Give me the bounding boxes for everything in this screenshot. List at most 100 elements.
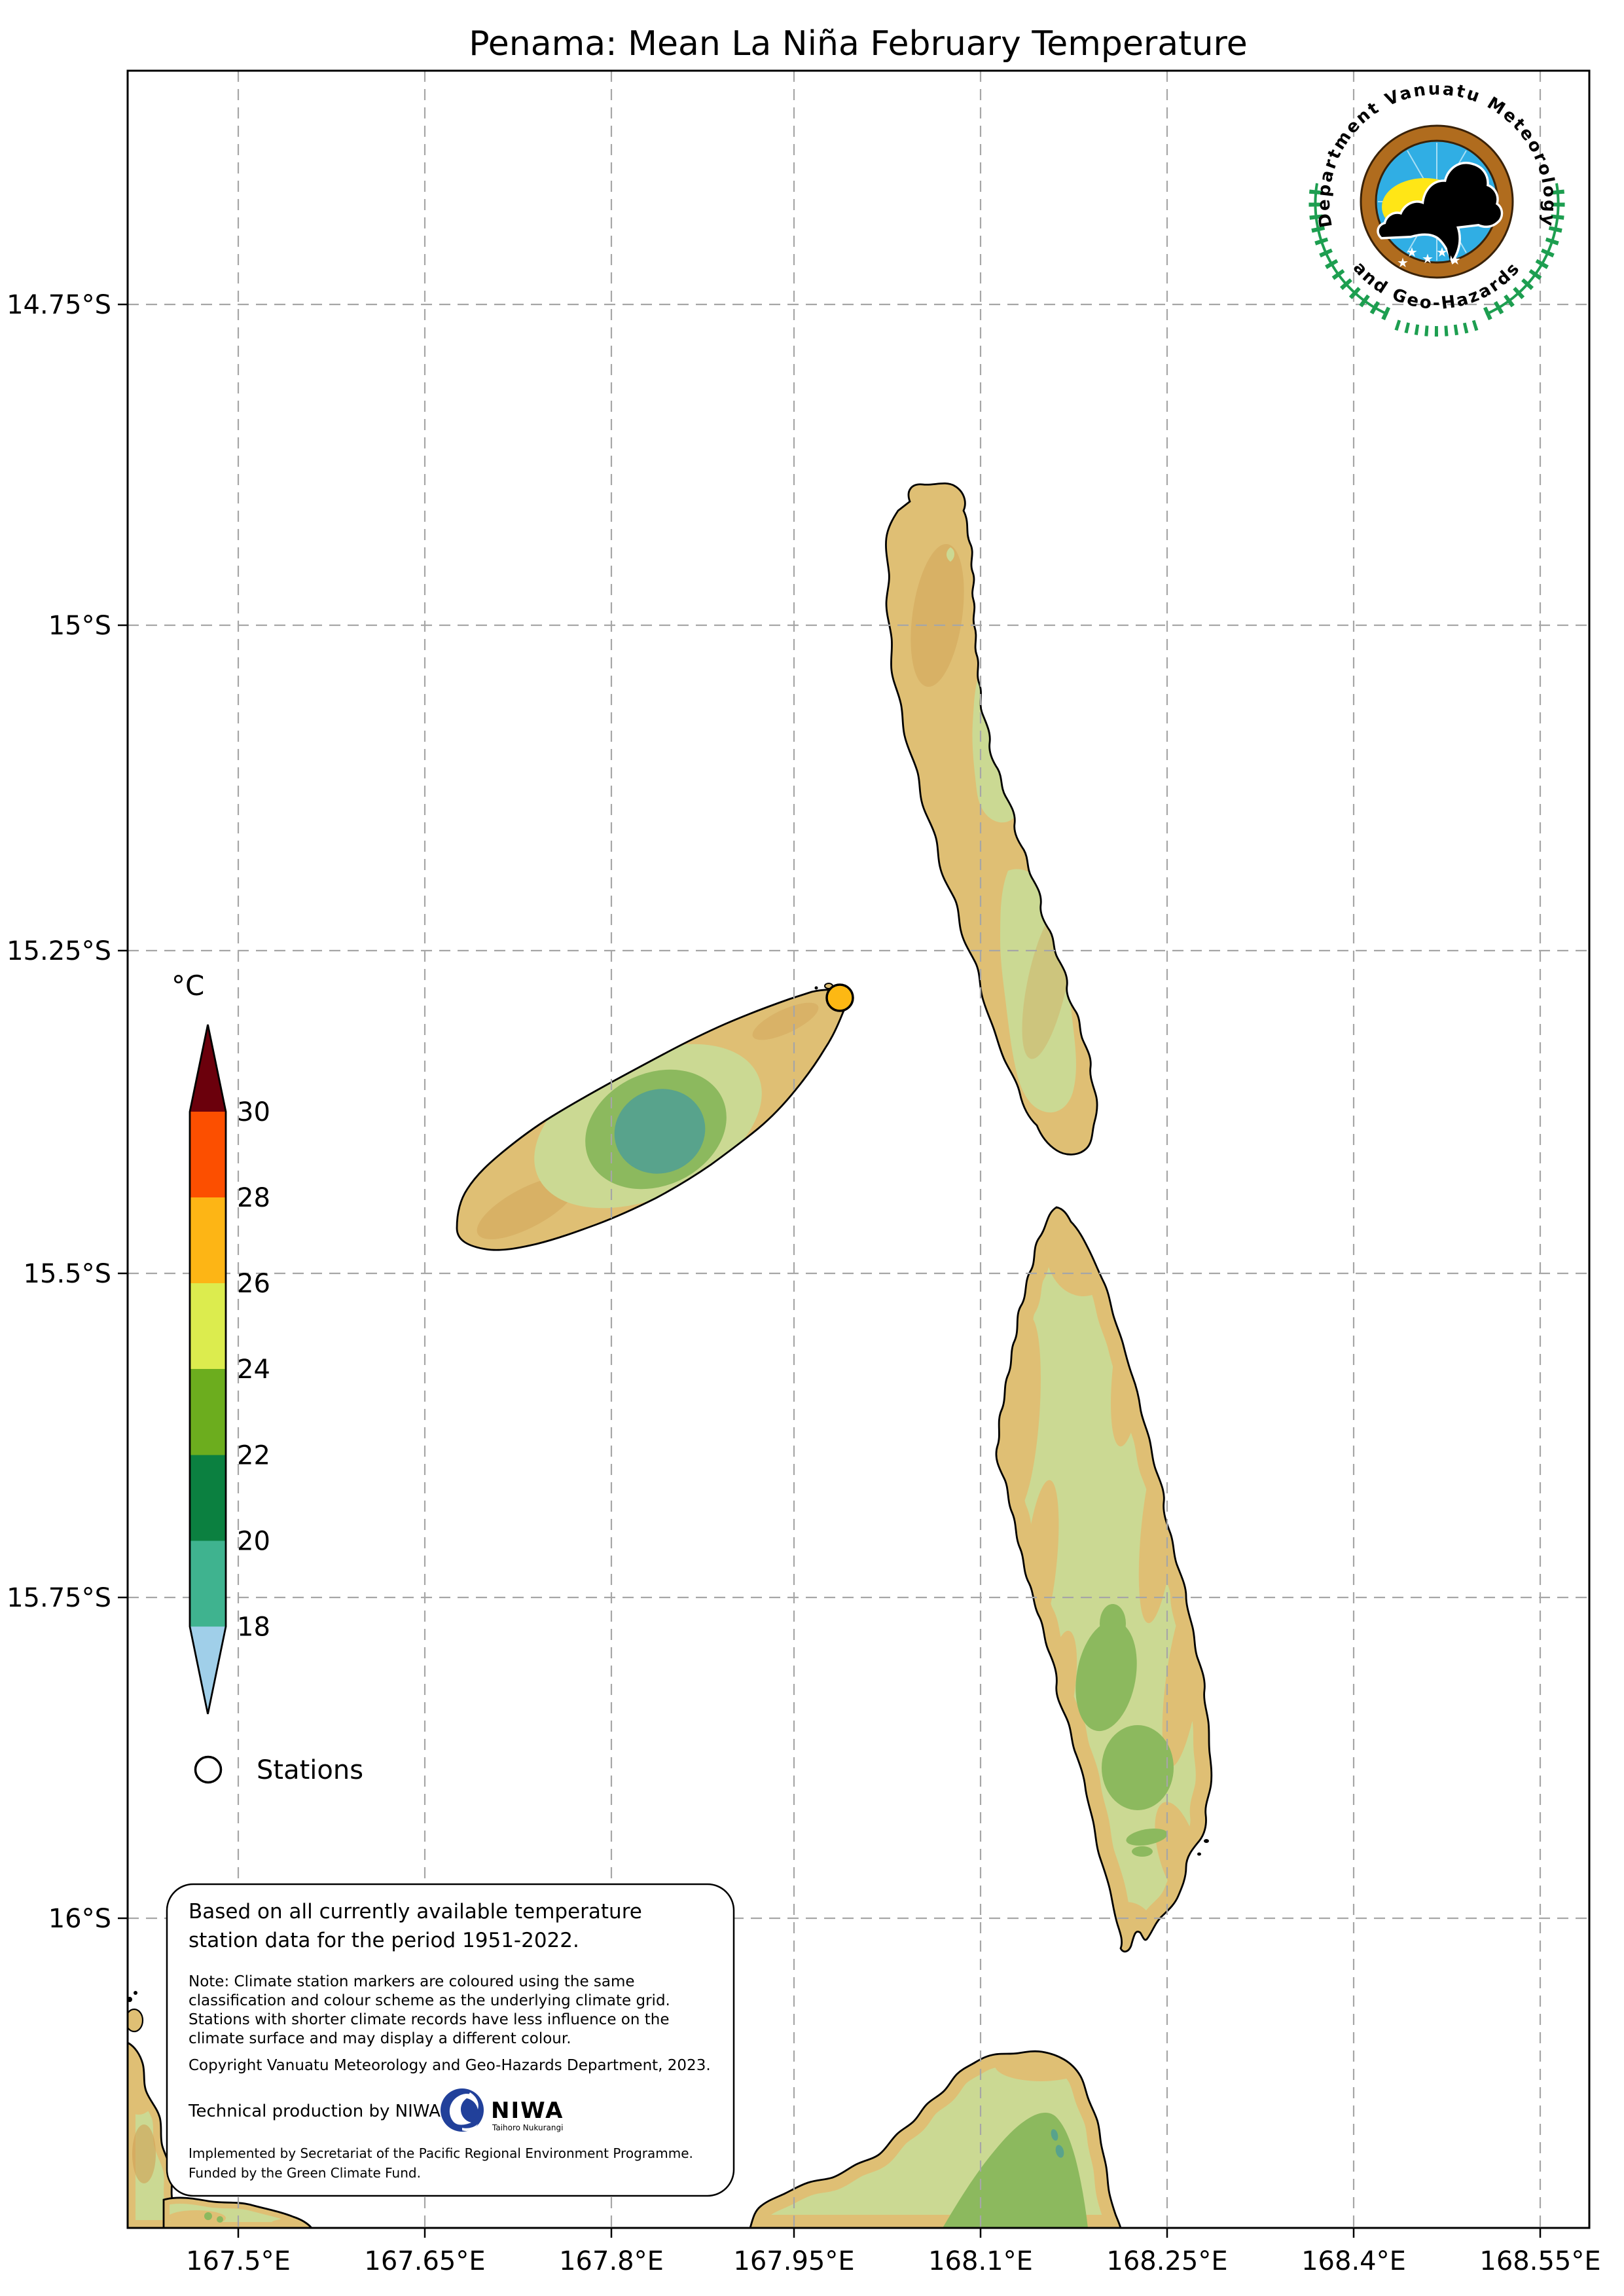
lat-label-14-75s: 14.75°S <box>7 290 111 320</box>
graticule <box>128 71 1589 2228</box>
ambrym-midgreen-zone <box>943 2113 1088 2228</box>
colorbar-title: °C <box>171 970 204 1002</box>
sw-islet <box>128 2008 144 2033</box>
pentecost-midgreen-2 <box>1102 1725 1174 1810</box>
colorbar-tick-labels: 30 28 26 24 22 20 18 <box>237 1097 270 1643</box>
lon-label-167-95e: 167.95°E <box>733 2246 854 2276</box>
pentecost-midgreen-5 <box>1132 1846 1153 1857</box>
lon-label-167-5e: 167.5°E <box>186 2246 291 2276</box>
infobox-note-line3: Stations with shorter climate records ha… <box>189 2011 670 2028</box>
ambae-islet-speck <box>814 986 818 990</box>
cbar-label-18: 18 <box>237 1613 270 1643</box>
ambrym-teal-spot-1 <box>1051 2129 1058 2141</box>
vmgd-ring <box>1362 126 1512 277</box>
colorbar-outline <box>189 1024 227 1715</box>
cbar-label-26: 26 <box>237 1269 270 1299</box>
cbar-seg-24-26 <box>190 1283 226 1369</box>
vmgd-ring-outer-edge <box>1360 124 1514 279</box>
cbar-seg-20-22 <box>190 1455 226 1541</box>
lon-axis-labels: 167.5°E 167.65°E 167.8°E 167.95°E 168.1°… <box>186 2246 1601 2276</box>
sw-islet-speck-1 <box>128 1997 132 2002</box>
vmgd-star-1: ★ <box>1406 244 1418 260</box>
sw-sliver-shade <box>132 2124 156 2183</box>
axis-ticks <box>118 303 1542 2238</box>
vmgd-star-2: ★ <box>1422 251 1434 266</box>
infobox-note-line2: classification and colour scheme as the … <box>189 1992 670 2009</box>
infobox-note-line4: climate surface and may display a differ… <box>189 2030 571 2047</box>
ambae-shade-east <box>752 1002 819 1040</box>
vmgd-stars-icon: ★ ★ ★ ★ ★ <box>1397 244 1461 270</box>
infobox-funded: Funded by the Green Climate Fund. <box>189 2165 421 2181</box>
vmgd-cloud-icon <box>1377 162 1504 264</box>
maewo-green-sprout <box>947 547 954 562</box>
cbar-label-20: 20 <box>237 1527 270 1557</box>
stations-legend-label: Stations <box>257 1755 363 1785</box>
cbar-seg-below-18 <box>190 1626 226 1714</box>
cbar-label-22: 22 <box>237 1441 270 1471</box>
lon-label-167-65e: 167.65°E <box>364 2246 485 2276</box>
maewo-green-zone-south <box>1000 869 1076 1113</box>
colorbar: °C 30 28 26 24 22 20 18 <box>171 970 270 1715</box>
lat-label-15-75s: 15.75°S <box>7 1583 111 1613</box>
cbar-seg-28-30 <box>190 1112 226 1197</box>
pentecost-midgreen-3 <box>1100 1604 1126 1643</box>
lat-label-15s: 15°S <box>48 611 111 641</box>
infobox: Based on all currently available tempera… <box>166 1883 735 2197</box>
vmgd-cloud-tail <box>1442 224 1455 261</box>
pentecost-islet-2 <box>1197 1852 1201 1856</box>
station-marker <box>825 983 854 1012</box>
niwa-wordmark: NIWA <box>491 2098 564 2124</box>
maewo-shade-patch <box>911 543 964 687</box>
cbar-label-30: 30 <box>237 1097 270 1127</box>
niwa-swirl-tail <box>462 2124 478 2131</box>
niwa-tagline: Taihoro Nukurangi <box>492 2123 563 2132</box>
vmgd-wreath-right-leaves <box>1483 182 1565 321</box>
infobox-note-line1: Note: Climate station markers are colour… <box>189 1973 635 1990</box>
lon-label-168-25e: 168.25°E <box>1106 2246 1227 2276</box>
sw-islet-speck-2 <box>134 1991 137 1995</box>
pentecost-midgreen-1 <box>1075 1620 1137 1732</box>
vmgd-star-3: ★ <box>1436 244 1448 260</box>
vmgd-wreath-icon <box>1308 182 1565 337</box>
cbar-label-24: 24 <box>237 1355 270 1385</box>
stations-legend-marker-icon <box>194 1755 223 1784</box>
infobox-heading-line2: station data for the period 1951-2022. <box>189 1929 579 1952</box>
lon-label-168-4e: 168.4°E <box>1301 2246 1406 2276</box>
vmgd-star-5: ★ <box>1397 255 1409 270</box>
infobox-heading-line1: Based on all currently available tempera… <box>189 1900 642 1923</box>
sw-strip-green-1 <box>204 2212 212 2220</box>
infobox-implemented: Implemented by Secretariat of the Pacifi… <box>189 2145 693 2161</box>
lon-label-167-8e: 167.8°E <box>559 2246 664 2276</box>
cbar-seg-26-28 <box>190 1197 226 1283</box>
niwa-swirl-koru-large <box>449 2094 473 2125</box>
ambae-zone-teal-summit <box>614 1089 706 1174</box>
pentecost-islet-1 <box>1204 1839 1209 1843</box>
page-title: Penama: Mean La Niña February Temperatur… <box>469 24 1248 64</box>
lat-label-16s: 16°S <box>48 1904 111 1934</box>
niwa-swirl-koru-small <box>467 2092 478 2109</box>
vmgd-wreath-bottom <box>1394 319 1479 337</box>
cbar-seg-18-20 <box>190 1540 226 1627</box>
infobox-technical: Technical production by NIWA <box>188 2102 441 2121</box>
lon-label-168-1e: 168.1°E <box>928 2246 1033 2276</box>
lat-axis-labels: 14.75°S 15°S 15.25°S 15.5°S 15.75°S 16°S <box>7 290 111 1934</box>
pentecost-tan-west1 <box>1004 1316 1041 1512</box>
cbar-seg-above-30 <box>190 1025 226 1112</box>
lon-label-168-55e: 168.55°E <box>1479 2246 1600 2276</box>
infobox-frame <box>166 1883 735 2197</box>
niwa-logo: NIWA Taihoro Nukurangi <box>441 2088 564 2132</box>
pentecost-midgreen-4 <box>1126 1828 1168 1846</box>
cbar-label-28: 28 <box>237 1183 270 1213</box>
ambrym-teal-spot-2 <box>1055 2145 1064 2158</box>
sw-strip-green-2 <box>217 2216 223 2223</box>
plot-border <box>126 69 1591 2229</box>
stations-legend: Stations <box>194 1755 363 1785</box>
infobox-copyright: Copyright Vanuatu Meteorology and Geo-Ha… <box>189 2057 711 2074</box>
lat-label-15-25s: 15.25°S <box>7 936 111 966</box>
lat-label-15-5s: 15.5°S <box>24 1259 111 1289</box>
cbar-seg-22-24 <box>190 1369 226 1455</box>
vmgd-wreath-left-leaves <box>1308 182 1391 321</box>
vmgd-star-4: ★ <box>1449 252 1461 268</box>
